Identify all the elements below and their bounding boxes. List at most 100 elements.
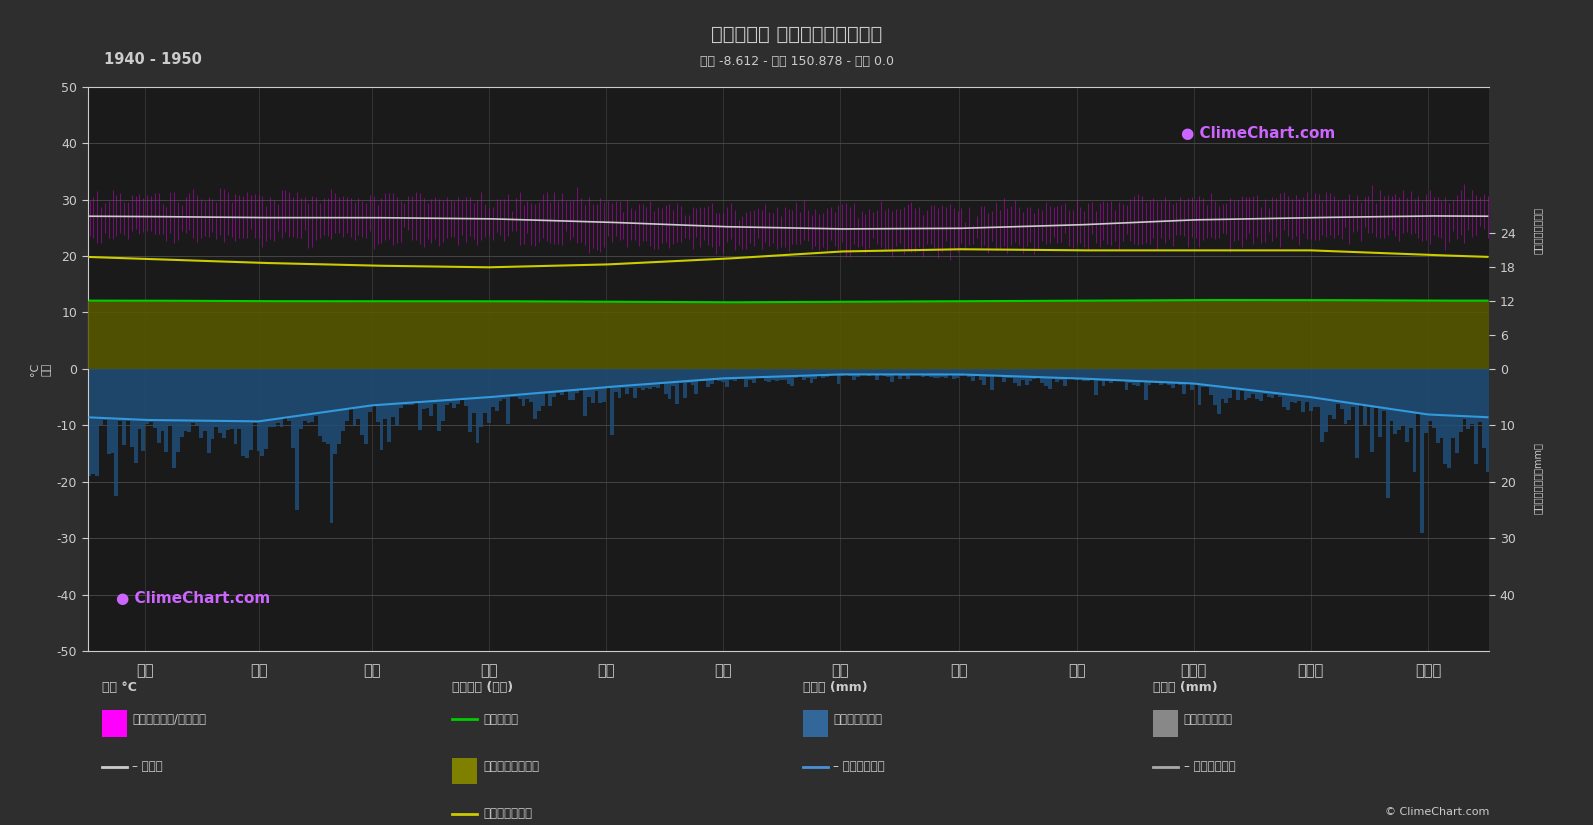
Bar [191,301,196,369]
Bar [1343,300,1348,369]
Bar [695,369,698,394]
Bar [599,302,602,369]
Bar [1114,369,1117,380]
Bar [1329,369,1332,415]
Bar [975,369,978,376]
Bar [1198,300,1201,369]
Bar [871,369,875,375]
Bar [150,369,153,422]
Bar [1059,300,1063,369]
Bar [1247,300,1252,369]
Bar [1451,300,1454,369]
Bar [879,302,883,369]
Bar [422,301,425,369]
Bar [115,369,118,496]
Bar [360,301,365,369]
Bar [1446,300,1451,369]
Bar [526,301,529,369]
Bar [1082,300,1086,369]
Bar [632,302,637,369]
Bar [956,369,959,378]
Bar [357,369,360,419]
Bar [703,302,706,369]
Bar [757,302,760,369]
Bar [264,301,268,369]
Bar [825,369,828,376]
Bar [1359,369,1362,405]
Bar [1114,300,1117,369]
Bar [1317,300,1321,369]
Bar [556,369,561,393]
Point [468,714,487,724]
Bar [1258,300,1263,369]
Text: 降雨量 (mm): 降雨量 (mm) [803,681,867,694]
Bar [384,369,387,419]
Bar [1231,369,1236,390]
Bar [518,301,521,369]
Bar [1166,369,1171,384]
Bar [1209,300,1212,369]
Bar [456,369,460,404]
Bar [1309,300,1313,369]
Bar [806,302,809,369]
Bar [406,369,411,405]
Bar [1155,300,1160,369]
Bar [425,369,430,408]
Bar [476,301,479,369]
Bar [403,369,406,405]
Bar [449,301,452,369]
Bar [1294,369,1297,403]
Bar [207,369,210,454]
Bar [1263,300,1266,369]
Bar [460,369,464,400]
Bar [722,302,725,369]
Bar [515,301,518,369]
Bar [1290,300,1294,369]
Bar [675,369,679,403]
Bar [1362,369,1367,425]
Bar [1255,300,1258,369]
Point [443,808,462,818]
Bar [202,301,207,369]
Bar [855,302,860,369]
Bar [280,301,284,369]
Bar [104,369,107,420]
Bar [733,369,736,381]
Bar [433,369,436,404]
Bar [1266,300,1271,369]
Bar [828,302,833,369]
Bar [1101,300,1106,369]
Bar [833,369,836,375]
Bar [972,301,975,369]
Bar [479,301,483,369]
Bar [1212,369,1217,405]
Bar [847,369,852,375]
Bar [196,369,199,425]
Bar [284,301,287,369]
Bar [1002,301,1005,369]
Bar [1217,369,1220,414]
Bar [210,369,215,439]
Bar [790,302,795,369]
Bar [1070,300,1075,369]
Bar [1348,300,1351,369]
Bar [411,369,414,404]
Bar [183,369,188,431]
Bar [1024,301,1029,369]
Bar [1082,369,1086,381]
Bar [1309,369,1313,411]
Bar [626,369,629,394]
Bar [495,301,499,369]
Bar [1478,369,1481,422]
Bar [395,369,398,427]
Bar [860,302,863,369]
Bar [234,369,237,444]
Bar [986,369,991,377]
Bar [406,301,411,369]
Bar [1075,369,1078,380]
Bar [671,369,675,386]
Bar [1252,300,1255,369]
Bar [997,301,1002,369]
Bar [1337,369,1340,403]
Bar [875,369,879,380]
